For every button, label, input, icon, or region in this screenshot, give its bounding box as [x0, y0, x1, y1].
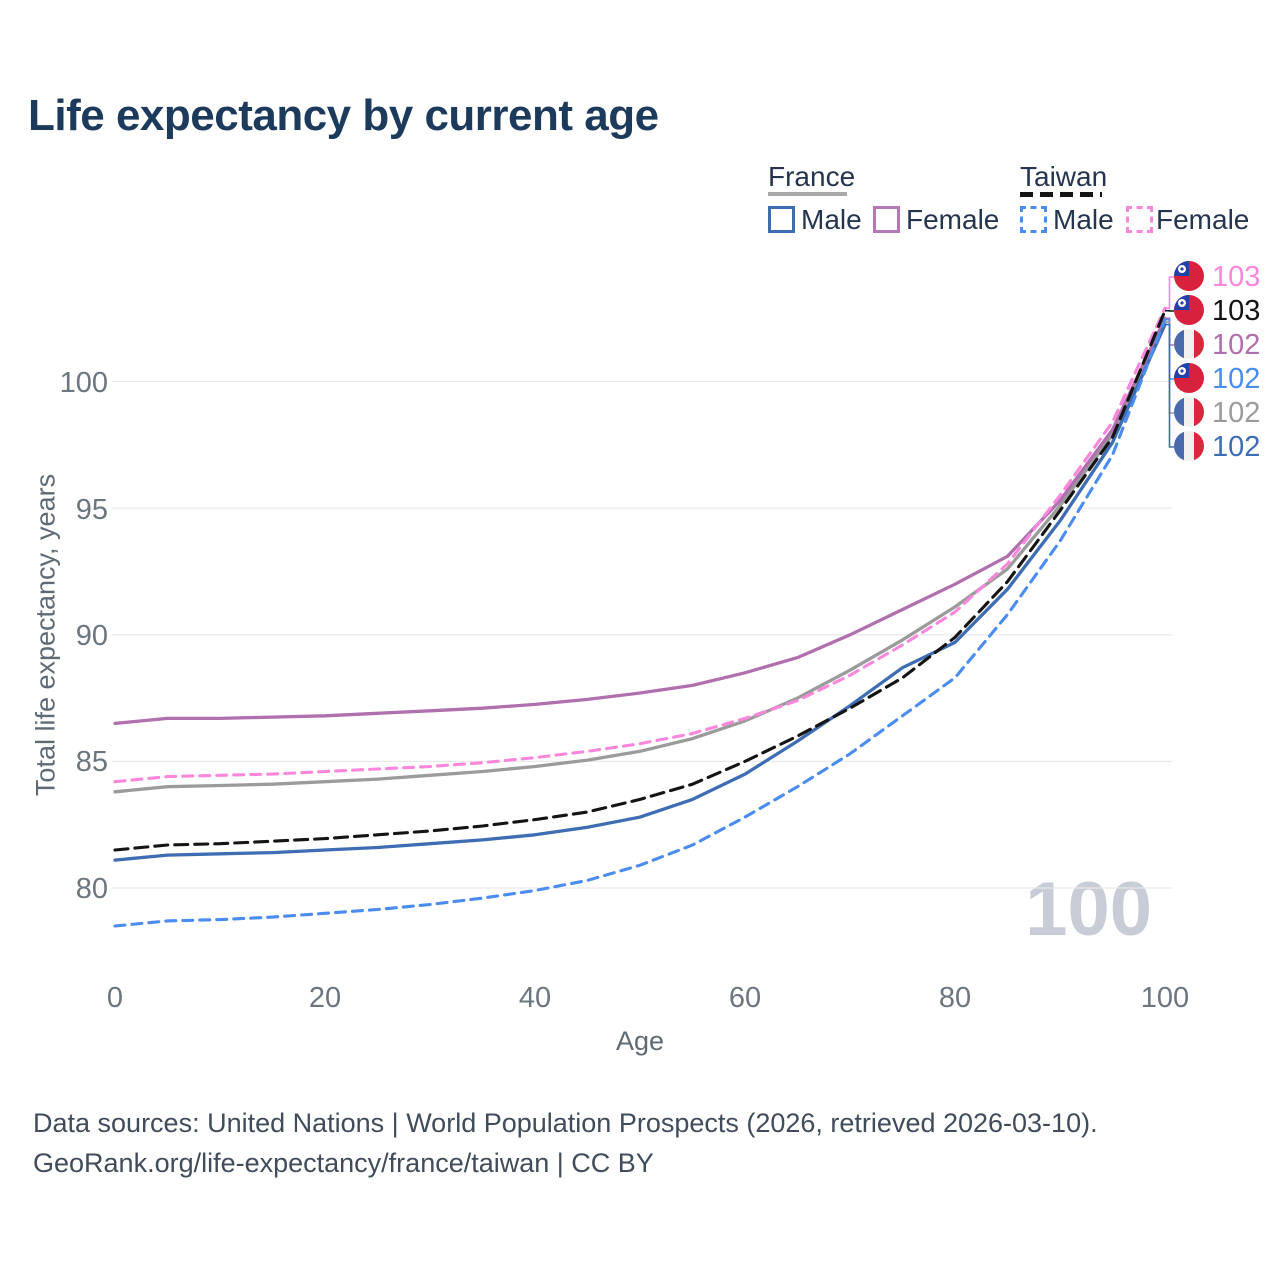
series-line-taiwan-female: [113, 306, 1167, 784]
legend-swatch-france-male[interactable]: [768, 206, 795, 233]
y-tick-90: 90: [75, 620, 108, 652]
legend-taiwan-line-sample: [1020, 192, 1102, 197]
france-flag-icon: [1174, 397, 1204, 427]
end-label-value: 102: [1212, 431, 1261, 463]
age-watermark: 100: [1025, 867, 1152, 952]
taiwan-flag-icon: [1174, 295, 1204, 325]
legend-label-france-female[interactable]: Female: [906, 204, 1000, 235]
end-label-value: 102: [1212, 363, 1261, 395]
x-tick-100: 100: [1140, 982, 1190, 1014]
x-axis-label: Age: [615, 1026, 665, 1056]
legend-swatch-taiwan-male[interactable]: [1020, 206, 1047, 233]
france-flag-icon: [1174, 431, 1204, 461]
series-line-france-female: [113, 316, 1167, 726]
end-label-value: 103: [1212, 261, 1261, 293]
end-connector-france-male: [1165, 323, 1174, 448]
y-tick-100: 100: [59, 367, 108, 399]
y-tick-80: 80: [75, 873, 108, 905]
legend-france-line-sample: [768, 192, 847, 196]
series-line-france-male: [113, 322, 1167, 862]
chart-title: Life expectancy by current age: [28, 91, 659, 140]
x-tick-80: 80: [938, 982, 972, 1014]
legend-label-taiwan-male[interactable]: Male: [1053, 204, 1114, 235]
data-sources-note: Data sources: United Nations | World Pop…: [33, 1108, 1098, 1138]
x-tick-20: 20: [308, 982, 342, 1014]
end-label-value: 102: [1212, 397, 1261, 429]
legend-group-france[interactable]: France: [768, 161, 856, 192]
series-line-taiwan-male: [113, 318, 1167, 928]
legend-swatch-taiwan-female[interactable]: [1126, 206, 1153, 233]
series-line-taiwan-total: [113, 309, 1167, 852]
x-tick-0: 0: [106, 982, 124, 1014]
x-tick-40: 40: [518, 982, 552, 1014]
end-connector-taiwan-female: [1165, 276, 1174, 310]
legend-swatch-france-female[interactable]: [873, 206, 900, 233]
taiwan-flag-icon: [1174, 363, 1204, 393]
x-tick-60: 60: [728, 982, 762, 1014]
y-tick-85: 85: [75, 746, 108, 778]
legend-label-france-male[interactable]: Male: [801, 204, 862, 235]
end-label-value: 103: [1212, 295, 1261, 327]
attribution-link[interactable]: GeoRank.org/life-expectancy/france/taiwa…: [33, 1148, 654, 1178]
taiwan-flag-icon: [1174, 261, 1204, 291]
legend-group-taiwan[interactable]: Taiwan: [1020, 161, 1108, 192]
legend-label-taiwan-female[interactable]: Female: [1156, 204, 1250, 235]
y-tick-95: 95: [75, 494, 108, 526]
end-label-value: 102: [1212, 329, 1261, 361]
france-flag-icon: [1174, 329, 1204, 359]
